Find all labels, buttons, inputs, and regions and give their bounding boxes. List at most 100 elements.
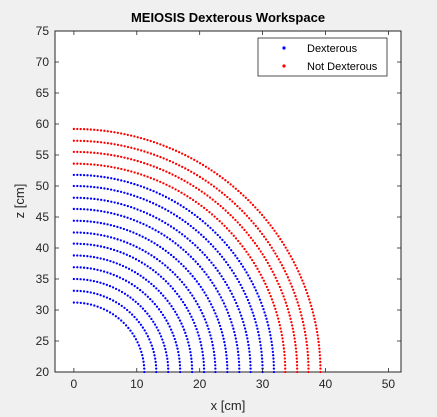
data-point-dexterous — [155, 305, 159, 308]
data-point-dexterous — [272, 370, 276, 374]
data-point-not-dexterous — [295, 360, 299, 364]
data-point-dexterous — [153, 302, 156, 306]
data-point-dexterous — [86, 278, 89, 282]
data-point-dexterous — [131, 298, 135, 301]
data-point-dexterous — [106, 187, 109, 191]
data-point-not-dexterous — [274, 307, 277, 311]
data-point-dexterous — [112, 273, 115, 277]
data-point-dexterous — [214, 231, 217, 234]
data-point-dexterous — [93, 268, 96, 271]
data-point-dexterous — [142, 364, 146, 367]
data-point-dexterous — [146, 187, 149, 190]
data-point-not-dexterous — [181, 152, 184, 155]
data-point-dexterous — [102, 295, 105, 298]
data-point-dexterous — [155, 216, 158, 220]
data-point-dexterous — [195, 328, 198, 331]
data-point-dexterous — [183, 283, 186, 286]
data-point-not-dexterous — [273, 304, 276, 307]
data-point-not-dexterous — [159, 180, 162, 184]
data-point-not-dexterous — [318, 350, 321, 354]
data-point-dexterous — [143, 263, 146, 266]
data-point-not-dexterous — [143, 150, 146, 153]
data-point-dexterous — [103, 246, 106, 249]
data-point-not-dexterous — [315, 330, 319, 334]
data-point-dexterous — [139, 347, 142, 350]
data-point-not-dexterous — [211, 198, 214, 201]
data-point-dexterous — [117, 289, 121, 292]
data-point-not-dexterous — [262, 279, 266, 282]
data-point-not-dexterous — [220, 191, 224, 194]
data-point-dexterous — [76, 277, 79, 281]
data-point-dexterous — [238, 259, 241, 263]
data-point-not-dexterous — [200, 204, 203, 208]
data-point-not-dexterous — [146, 175, 149, 178]
data-point-dexterous — [164, 280, 168, 283]
data-point-dexterous — [205, 256, 209, 259]
data-point-not-dexterous — [133, 158, 136, 162]
data-point-dexterous — [161, 194, 165, 197]
data-point-dexterous — [178, 367, 182, 370]
data-point-dexterous — [256, 292, 259, 295]
data-point-dexterous — [82, 290, 86, 293]
data-point-dexterous — [217, 321, 221, 324]
data-point-dexterous — [243, 324, 246, 327]
data-point-dexterous — [138, 247, 141, 250]
data-point-dexterous — [166, 236, 169, 239]
data-point-not-dexterous — [187, 168, 190, 172]
data-point-dexterous — [89, 185, 93, 188]
data-point-not-dexterous — [195, 174, 199, 177]
data-point-dexterous — [260, 354, 263, 357]
data-point-dexterous — [178, 360, 181, 364]
data-point-dexterous — [120, 203, 123, 206]
data-point-not-dexterous — [231, 200, 234, 203]
data-point-dexterous — [89, 279, 92, 282]
data-point-not-dexterous — [79, 139, 82, 142]
data-point-dexterous — [253, 317, 256, 321]
data-point-not-dexterous — [120, 167, 123, 171]
data-point-not-dexterous — [266, 261, 269, 265]
data-point-dexterous — [129, 206, 133, 209]
data-point-dexterous — [201, 312, 204, 315]
data-point-dexterous — [236, 257, 239, 260]
data-point-not-dexterous — [123, 156, 126, 159]
data-point-dexterous — [234, 254, 237, 257]
y-tick-label: 45 — [36, 210, 50, 224]
data-point-dexterous — [187, 269, 190, 273]
data-point-dexterous — [238, 370, 241, 374]
data-point-dexterous — [271, 350, 275, 353]
data-point-not-dexterous — [302, 324, 305, 327]
y-tick-label: 40 — [36, 241, 50, 255]
data-point-not-dexterous — [295, 267, 299, 270]
data-point-dexterous — [200, 233, 203, 236]
data-point-not-dexterous — [103, 129, 106, 132]
data-point-dexterous — [154, 360, 157, 364]
data-point-not-dexterous — [120, 144, 123, 147]
data-point-not-dexterous — [82, 150, 86, 154]
data-point-dexterous — [181, 233, 184, 236]
data-point-dexterous — [76, 242, 79, 245]
data-point-dexterous — [223, 241, 226, 244]
data-point-dexterous — [149, 188, 152, 192]
data-point-not-dexterous — [263, 255, 266, 259]
data-point-dexterous — [187, 344, 191, 347]
data-point-dexterous — [197, 334, 200, 337]
x-tick-label: 0 — [71, 377, 78, 391]
data-point-dexterous — [204, 222, 207, 225]
data-point-dexterous — [126, 192, 129, 195]
data-point-dexterous — [144, 309, 147, 313]
data-point-not-dexterous — [136, 172, 140, 175]
data-point-dexterous — [86, 232, 89, 235]
data-point-not-dexterous — [319, 364, 322, 367]
data-point-dexterous — [96, 186, 99, 189]
data-point-not-dexterous — [309, 301, 312, 304]
data-point-dexterous — [164, 195, 168, 199]
data-point-dexterous — [76, 254, 79, 257]
data-point-dexterous — [161, 219, 164, 223]
data-point-dexterous — [137, 302, 140, 306]
data-point-dexterous — [196, 246, 199, 249]
data-point-dexterous — [123, 180, 126, 183]
data-point-dexterous — [139, 323, 143, 326]
data-point-dexterous — [269, 337, 273, 340]
data-point-dexterous — [167, 367, 170, 370]
data-point-dexterous — [236, 350, 240, 353]
